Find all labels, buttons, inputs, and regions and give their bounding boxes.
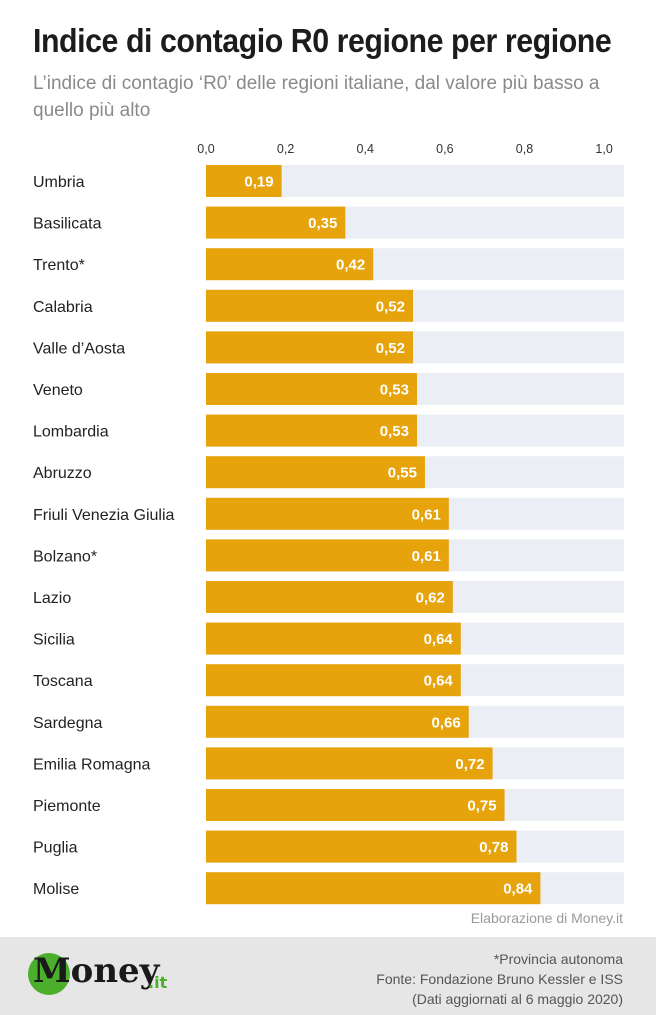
data-label: 0,75	[467, 798, 496, 815]
category-label: Puglia	[33, 840, 78, 857]
data-label: 0,42	[336, 257, 365, 274]
x-tick-label: 0,2	[277, 142, 294, 156]
category-label: Calabria	[33, 299, 93, 316]
bar	[206, 165, 282, 197]
category-label: Piemonte	[33, 798, 101, 815]
bar-chart: 0,0 0,2 0,4 0,6 0,8 1,0 Umbria 0,19 Basilicata 0,…	[33, 142, 624, 905]
data-label: 0,61	[412, 548, 441, 565]
logo-suffix: .it	[148, 973, 168, 992]
footnote-text: *Provincia autonoma	[493, 951, 623, 967]
bar	[206, 664, 461, 697]
category-label: Umbria	[33, 174, 85, 191]
chart-subtitle: L’indice di contagio ‘R0’ delle regioni …	[33, 73, 600, 121]
category-label: Lombardia	[33, 424, 109, 441]
x-tick-label: 1,0	[595, 142, 612, 156]
bar	[206, 248, 374, 281]
money-logo[interactable]: Money .it	[28, 951, 228, 1001]
category-label: Sardegna	[33, 715, 102, 732]
bar	[206, 622, 461, 655]
bar	[206, 581, 453, 613]
source-text: Fonte: Fondazione Bruno Kessler e ISS	[376, 971, 623, 987]
x-tick-label: 0,6	[436, 142, 453, 156]
category-label: Veneto	[33, 382, 83, 399]
bar	[206, 705, 469, 738]
data-label: 0,52	[376, 340, 405, 357]
data-label: 0,53	[380, 423, 409, 440]
bar	[206, 456, 425, 489]
bar	[206, 414, 417, 447]
chart-title: Indice di contagio R0 regione per region…	[33, 22, 612, 59]
bar	[206, 872, 541, 905]
data-label: 0,35	[308, 215, 337, 232]
data-label: 0,62	[416, 590, 445, 607]
category-label: Lazio	[33, 590, 71, 607]
bar	[206, 289, 414, 322]
data-label: 0,72	[455, 756, 484, 773]
bar	[206, 497, 449, 530]
credit-text: Elaborazione di Money.it	[470, 910, 623, 926]
data-label: 0,53	[380, 382, 409, 399]
data-label: 0,64	[424, 631, 454, 648]
category-label: Trento*	[33, 257, 85, 274]
x-tick-label: 0,4	[357, 142, 374, 156]
category-label: Basilicata	[33, 216, 102, 233]
category-label: Sicilia	[33, 632, 75, 649]
data-label: 0,19	[244, 174, 273, 191]
category-label: Friuli Venezia Giulia	[33, 507, 175, 524]
bar	[206, 373, 417, 405]
footer: Money .it *Provincia autonoma Fonte: Fon…	[0, 937, 656, 1015]
category-label: Abruzzo	[33, 465, 92, 482]
category-label: Valle d’Aosta	[33, 340, 125, 357]
data-label: 0,84	[503, 881, 533, 898]
data-label: 0,64	[424, 673, 454, 690]
data-label: 0,61	[412, 506, 441, 523]
bar	[206, 206, 346, 239]
footer-notes: *Provincia autonoma Fonte: Fondazione Br…	[376, 949, 623, 1009]
x-tick-label: 0,8	[516, 142, 533, 156]
category-label: Emilia Romagna	[33, 756, 150, 773]
category-label: Toscana	[33, 673, 93, 690]
category-label: Molise	[33, 881, 79, 898]
bar	[206, 331, 414, 364]
x-tick-label: 0,0	[197, 142, 214, 156]
bar	[206, 830, 517, 863]
data-label: 0,66	[432, 714, 461, 731]
bar	[206, 747, 493, 780]
data-label: 0,55	[388, 465, 417, 482]
category-label: Bolzano*	[33, 548, 97, 565]
update-text: (Dati aggiornati al 6 maggio 2020)	[412, 991, 623, 1007]
bar	[206, 539, 449, 572]
data-label: 0,78	[479, 839, 508, 856]
logo-circle	[28, 953, 70, 995]
bar	[206, 789, 505, 821]
data-label: 0,52	[376, 298, 405, 315]
logo-name: Money	[33, 951, 160, 991]
